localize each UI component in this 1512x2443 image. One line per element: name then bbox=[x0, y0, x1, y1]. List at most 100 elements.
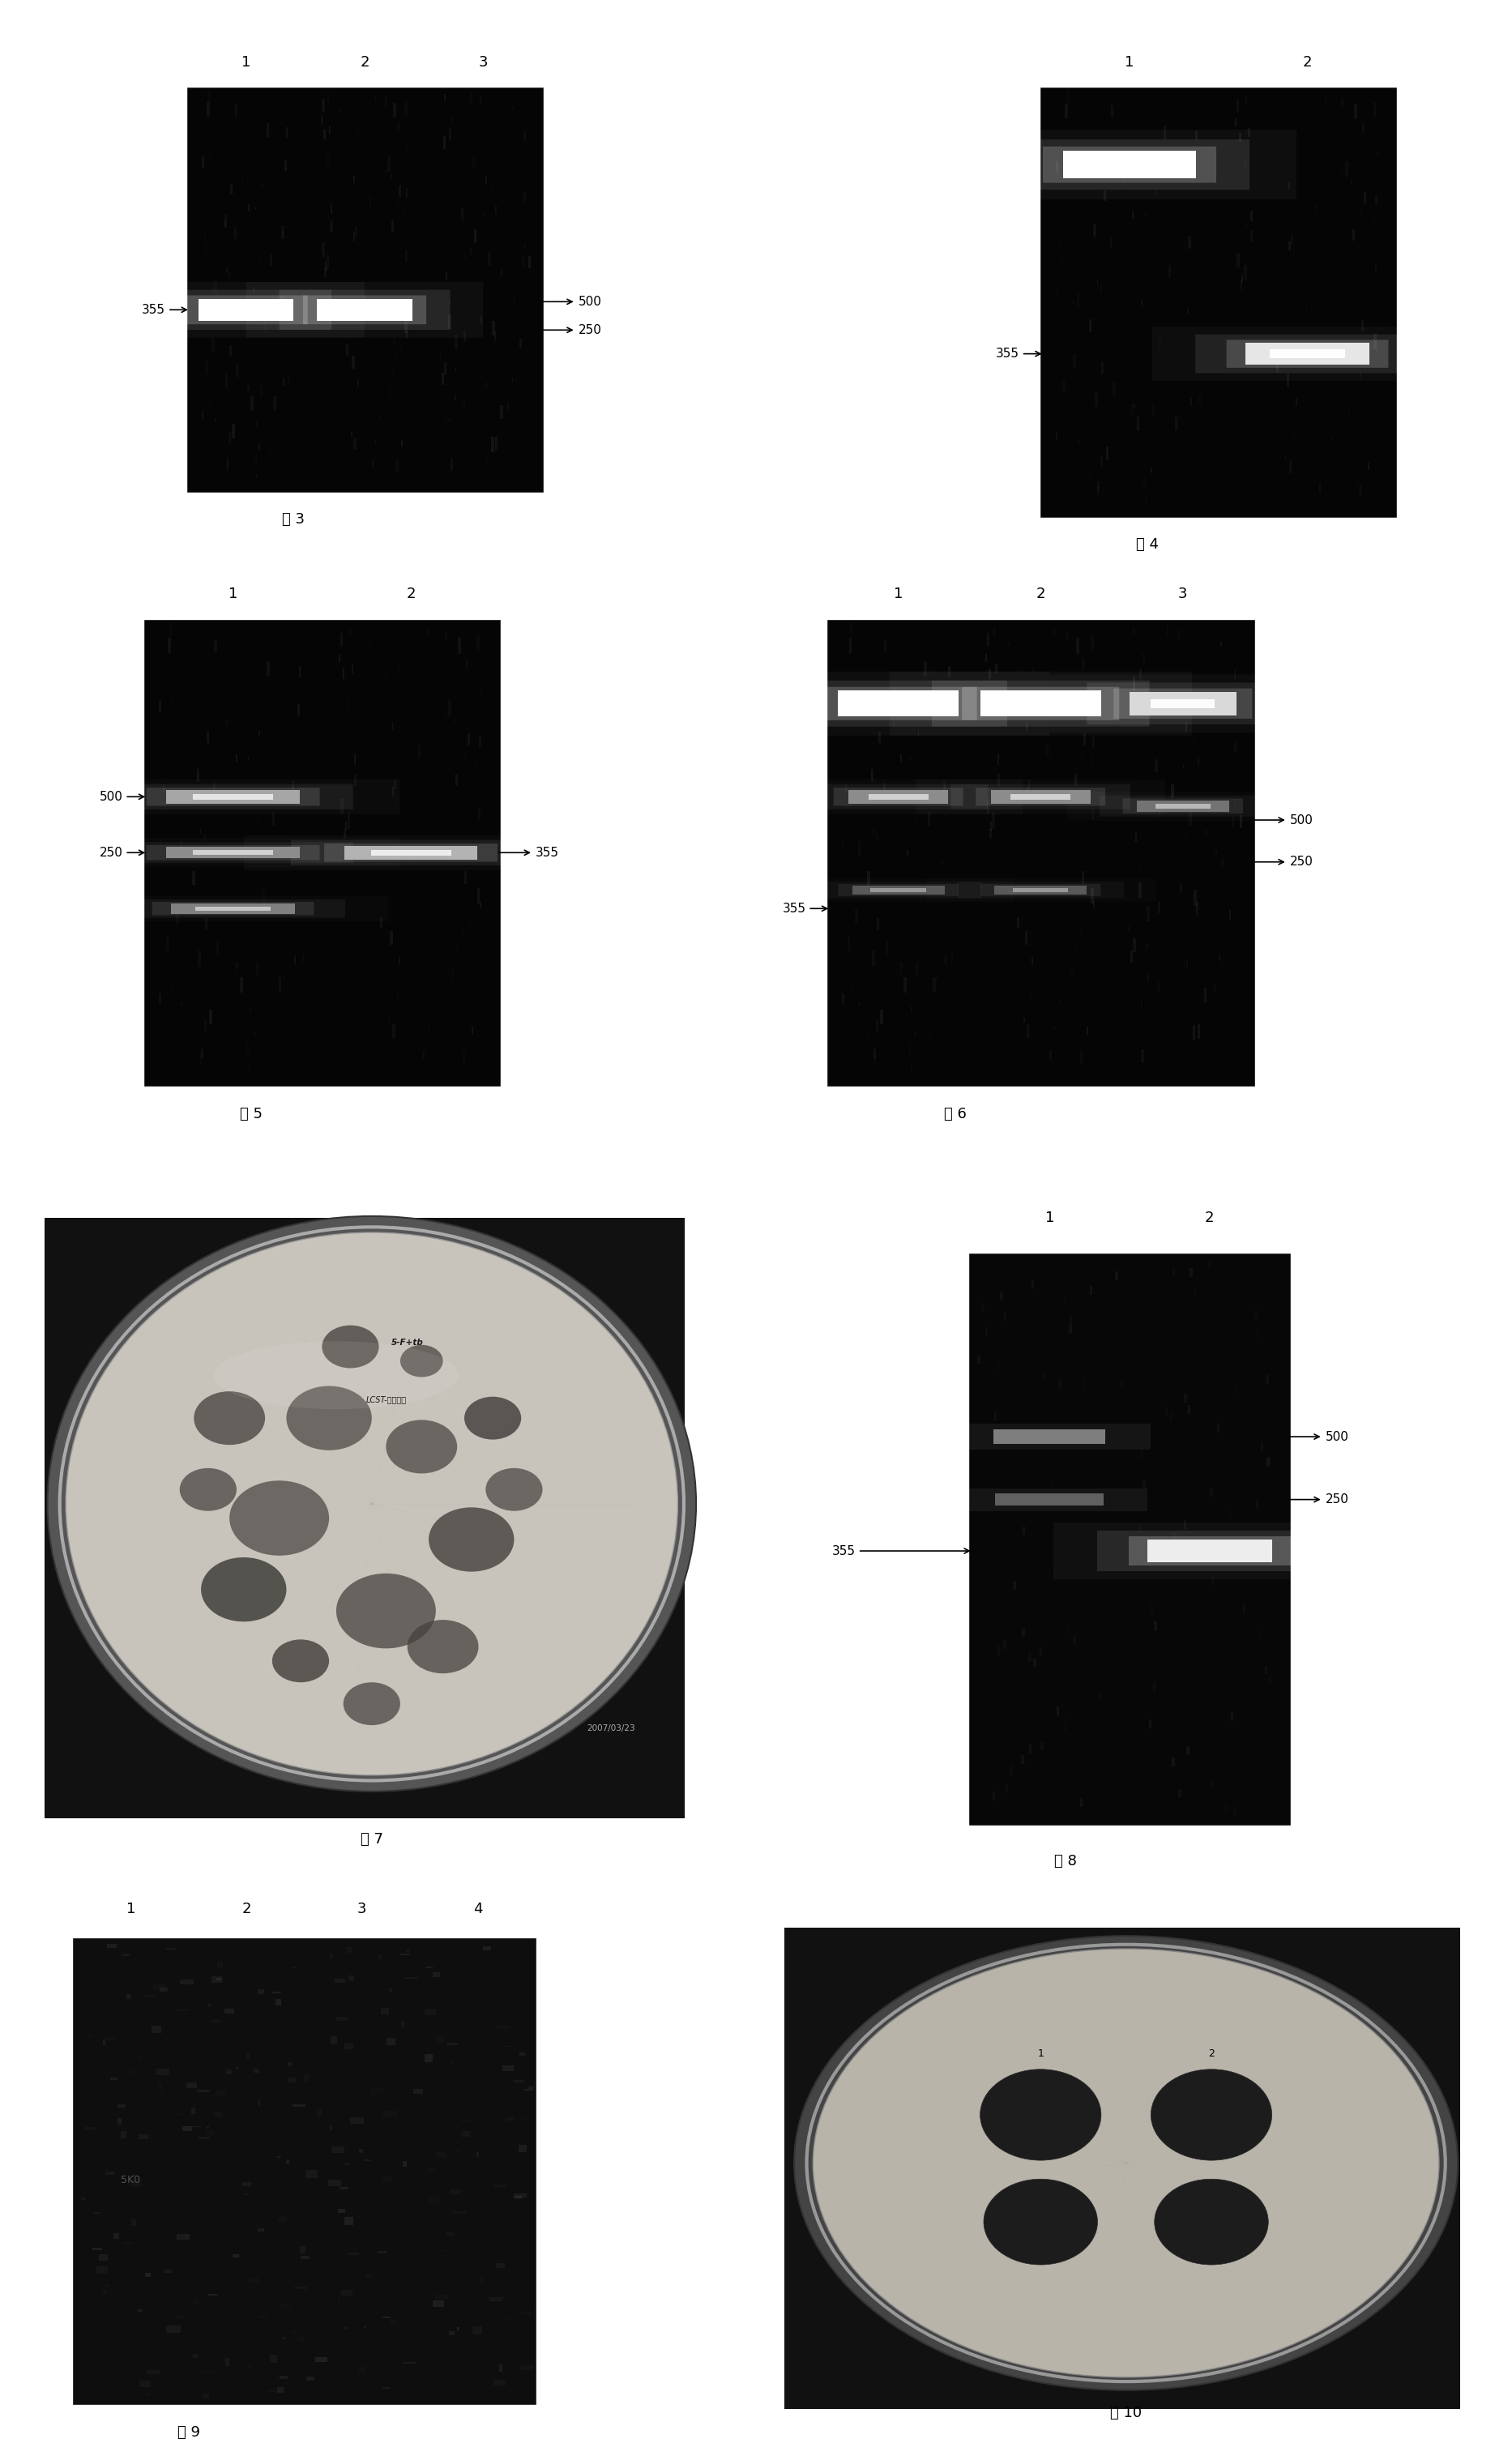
Bar bbox=[200, 1053, 203, 1065]
Bar bbox=[1158, 901, 1161, 914]
Bar bbox=[1250, 230, 1253, 242]
FancyBboxPatch shape bbox=[1087, 682, 1279, 726]
Bar bbox=[281, 2304, 290, 2309]
Bar bbox=[345, 2216, 352, 2226]
Bar bbox=[1264, 1666, 1267, 1673]
Bar bbox=[1229, 911, 1231, 921]
Bar bbox=[212, 1976, 222, 1984]
Bar bbox=[1143, 652, 1145, 662]
Bar bbox=[201, 1048, 203, 1058]
Bar bbox=[842, 994, 844, 1004]
Bar bbox=[225, 2069, 231, 2074]
FancyBboxPatch shape bbox=[121, 899, 345, 919]
Bar bbox=[218, 1962, 222, 1969]
Bar bbox=[943, 782, 945, 794]
Bar bbox=[1031, 1280, 1034, 1287]
Bar bbox=[204, 833, 206, 843]
Bar bbox=[1055, 291, 1057, 298]
Bar bbox=[1066, 90, 1069, 103]
Ellipse shape bbox=[201, 1556, 286, 1622]
Bar bbox=[519, 2145, 526, 2152]
Ellipse shape bbox=[286, 1385, 372, 1451]
Text: 250: 250 bbox=[1253, 855, 1312, 867]
Bar bbox=[165, 801, 166, 811]
Bar bbox=[402, 2020, 404, 2028]
Bar bbox=[1291, 235, 1293, 244]
Bar bbox=[1261, 1444, 1264, 1451]
Bar bbox=[103, 2289, 107, 2294]
Bar bbox=[1362, 125, 1364, 132]
Bar bbox=[528, 2086, 534, 2089]
Bar bbox=[198, 298, 293, 320]
Bar bbox=[493, 2379, 505, 2384]
Text: 5K0: 5K0 bbox=[121, 2174, 141, 2186]
Bar bbox=[227, 457, 228, 467]
Bar bbox=[269, 2355, 277, 2362]
Bar bbox=[392, 220, 395, 232]
Bar bbox=[1347, 408, 1350, 418]
Bar bbox=[97, 2267, 107, 2274]
Bar bbox=[325, 261, 327, 271]
Bar bbox=[330, 203, 333, 215]
FancyBboxPatch shape bbox=[280, 291, 451, 330]
Bar bbox=[916, 963, 918, 975]
Bar bbox=[520, 2365, 534, 2370]
Bar bbox=[234, 105, 237, 117]
Bar bbox=[1296, 398, 1297, 406]
Bar bbox=[1355, 105, 1358, 120]
Bar bbox=[197, 767, 200, 782]
Text: 500: 500 bbox=[1253, 814, 1312, 826]
FancyBboxPatch shape bbox=[980, 884, 1101, 897]
Bar bbox=[100, 2255, 107, 2260]
Bar bbox=[407, 1950, 410, 1952]
Bar bbox=[1364, 193, 1367, 203]
Bar bbox=[287, 2062, 292, 2067]
Bar bbox=[995, 664, 998, 674]
Bar bbox=[1373, 335, 1376, 349]
Bar bbox=[442, 374, 445, 384]
Text: 2007/03/23: 2007/03/23 bbox=[587, 1725, 635, 1732]
Bar bbox=[1240, 816, 1241, 828]
Bar bbox=[224, 2008, 234, 2013]
Bar bbox=[1365, 362, 1367, 369]
Bar bbox=[452, 2150, 460, 2152]
Bar bbox=[1069, 1314, 1072, 1324]
Bar bbox=[977, 1356, 980, 1363]
Bar bbox=[951, 1488, 1148, 1510]
Bar bbox=[216, 941, 219, 955]
Bar bbox=[1241, 274, 1243, 281]
Bar bbox=[124, 2072, 136, 2074]
Bar bbox=[494, 437, 497, 450]
Bar bbox=[514, 2194, 526, 2196]
Bar bbox=[1063, 379, 1066, 393]
Bar bbox=[236, 364, 239, 379]
Bar bbox=[354, 755, 357, 765]
Bar bbox=[324, 129, 325, 139]
Bar bbox=[336, 305, 393, 315]
Bar bbox=[1152, 403, 1155, 415]
Bar bbox=[500, 406, 503, 420]
Bar bbox=[1240, 132, 1241, 142]
Bar bbox=[1193, 1024, 1196, 1041]
Bar bbox=[284, 161, 287, 171]
Bar bbox=[842, 840, 844, 848]
Bar bbox=[355, 235, 358, 244]
Text: 图 9: 图 9 bbox=[177, 2426, 200, 2441]
Text: 1: 1 bbox=[1125, 54, 1134, 68]
Bar bbox=[398, 305, 399, 318]
Bar bbox=[1132, 213, 1134, 220]
Bar bbox=[868, 794, 928, 799]
Bar bbox=[479, 95, 481, 105]
Bar bbox=[1022, 1629, 1025, 1637]
Bar bbox=[1243, 1605, 1246, 1612]
Bar bbox=[1083, 660, 1084, 669]
Bar bbox=[1255, 1309, 1258, 1319]
Bar bbox=[464, 332, 466, 342]
Bar bbox=[274, 396, 277, 410]
Bar bbox=[1098, 1529, 1321, 1571]
Bar bbox=[1021, 1754, 1024, 1764]
Bar bbox=[476, 755, 478, 765]
Bar bbox=[1064, 1715, 1067, 1722]
Bar bbox=[455, 335, 458, 349]
Bar bbox=[1190, 1268, 1193, 1278]
